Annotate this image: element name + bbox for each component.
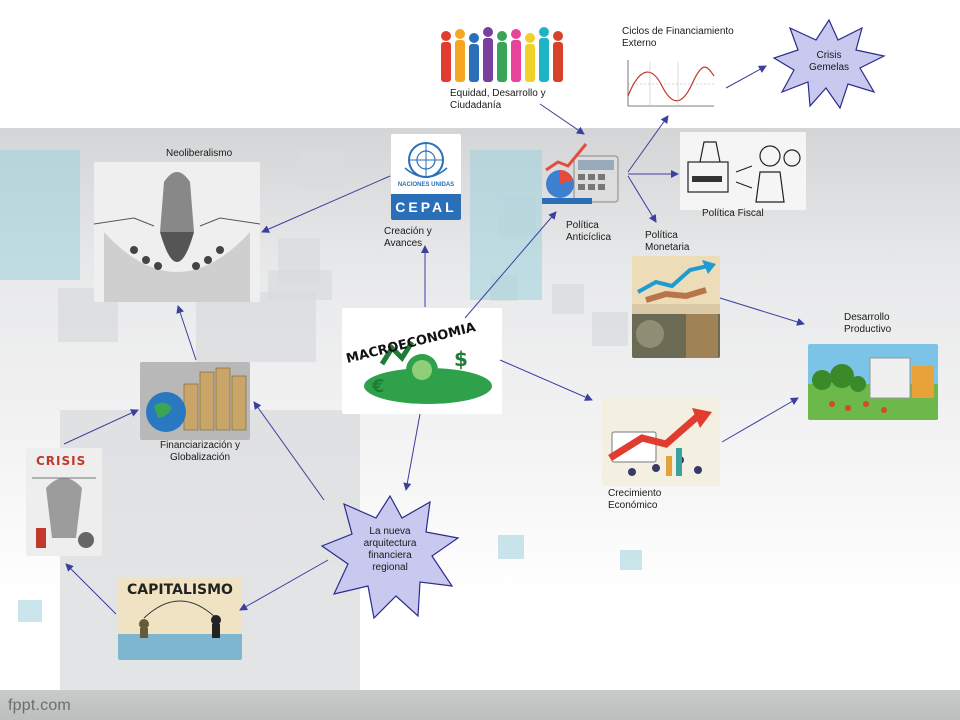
crisis-cartoon-title: CRISIS bbox=[36, 454, 87, 468]
financiarizacion-label: Financiarización y Globalización bbox=[159, 440, 241, 463]
fiscal-policy-cartoon-image bbox=[680, 132, 806, 210]
macroeconomia-image: $ € MACROECONOMIA bbox=[342, 308, 502, 414]
background-cube bbox=[592, 312, 628, 346]
background-cube bbox=[18, 600, 42, 622]
cepal-logo-text: CEPAL bbox=[395, 199, 457, 215]
calculator-chart-image bbox=[538, 140, 624, 208]
svg-text:$: $ bbox=[454, 347, 468, 371]
background-cube bbox=[498, 535, 524, 559]
background-cube bbox=[0, 150, 80, 280]
cepal-logo-caption: NACIONES UNIDAS bbox=[397, 182, 455, 188]
background-cube bbox=[620, 550, 642, 570]
ciclos-label: Ciclos de Financiamiento Externo bbox=[622, 26, 734, 49]
fiscal-label: Política Fiscal bbox=[702, 208, 764, 219]
svg-text:€: € bbox=[371, 376, 385, 397]
monetary-policy-image bbox=[632, 256, 720, 358]
crisis-cartoon-image: CRISIS bbox=[26, 448, 102, 556]
background-cube bbox=[552, 284, 584, 314]
equidad-label: Equidad, Desarrollo y Ciudadanía bbox=[450, 88, 546, 111]
anticiclica-label: Política Anticíclica bbox=[566, 220, 612, 243]
nueva-arquitectura-label: La nueva arquitectura financiera regiona… bbox=[363, 526, 417, 573]
desarrollo-productivo-image bbox=[808, 344, 938, 420]
neoliberalism-cartoon-image bbox=[94, 162, 260, 302]
crisis-gemelas-starburst bbox=[772, 18, 886, 110]
crisis-gemelas-label: Crisis Gemelas bbox=[808, 50, 849, 73]
background-cube bbox=[300, 150, 344, 190]
people-silhouettes-image bbox=[436, 22, 568, 84]
monetaria-label: Política Monetaria bbox=[645, 230, 690, 253]
cepal-logo-image: NACIONES UNIDAS CEPAL bbox=[391, 134, 461, 220]
neoliberalismo-label: Neoliberalismo bbox=[166, 148, 233, 159]
crecimiento-label: Crecimiento Económico bbox=[608, 488, 662, 511]
background-cube bbox=[196, 292, 316, 362]
capitalismo-title: CAPITALISMO bbox=[127, 582, 233, 598]
capitalismo-image: CAPITALISMO bbox=[118, 578, 242, 660]
desarrollo-productivo-label: Desarrollo Productivo bbox=[844, 312, 892, 335]
coins-globe-image bbox=[140, 362, 250, 440]
background-cube bbox=[470, 150, 542, 300]
creacion-label: Creación y Avances bbox=[384, 226, 432, 249]
financing-cycle-graph-image bbox=[620, 56, 718, 112]
footer-brand: fppt.com bbox=[8, 697, 71, 714]
nueva-arquitectura-starburst bbox=[320, 494, 460, 620]
crecimiento-image bbox=[602, 398, 720, 486]
background-floor bbox=[0, 690, 960, 720]
